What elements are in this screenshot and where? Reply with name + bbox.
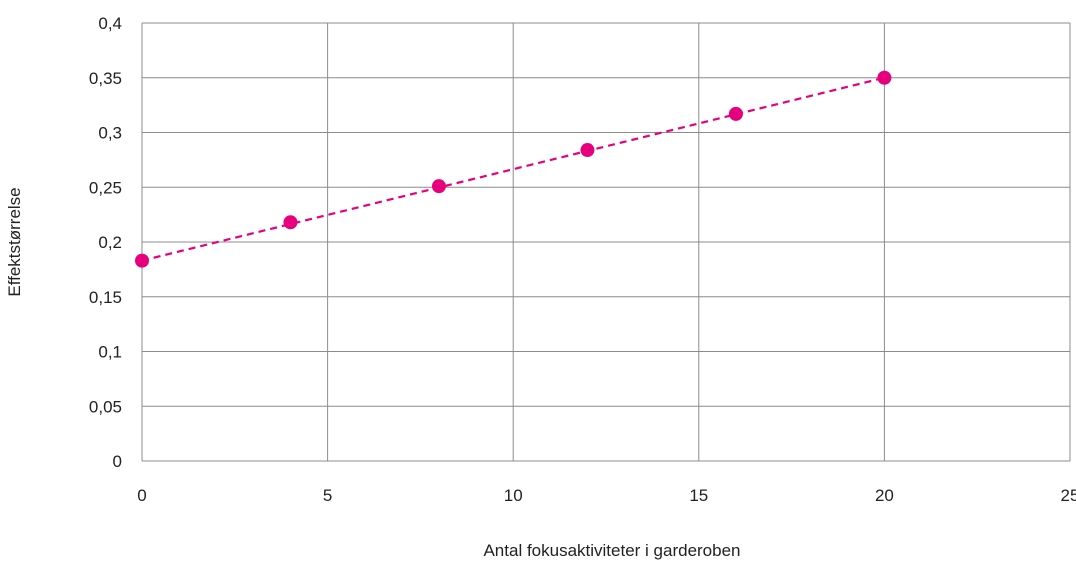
x-tick-label: 15 [689, 486, 708, 505]
data-point [877, 70, 892, 85]
x-tick-label: 0 [137, 486, 146, 505]
y-tick-label: 0,35 [89, 69, 122, 88]
gridlines [141, 22, 1071, 462]
trendline [141, 76, 885, 262]
y-tick-label: 0,25 [89, 178, 122, 197]
x-axis-label: Antal fokusaktiviteter i garderoben [483, 541, 740, 560]
data-points [135, 70, 892, 268]
x-tick-label: 25 [1061, 486, 1076, 505]
y-tick-label: 0,2 [98, 233, 122, 252]
data-point [580, 143, 595, 158]
data-point [283, 215, 298, 230]
data-point [135, 253, 149, 268]
y-tick-label: 0,05 [89, 397, 122, 416]
data-point [728, 106, 743, 121]
x-tick-label: 10 [504, 486, 523, 505]
y-tick-labels: 0 0,05 0,1 0,15 0,2 0,25 0,3 0,35 0,4 [89, 14, 122, 471]
x-tick-label: 5 [323, 486, 332, 505]
x-tick-labels: 0 5 10 15 20 25 [137, 486, 1076, 505]
y-tick-label: 0 [113, 452, 122, 471]
y-tick-label: 0,4 [98, 14, 122, 33]
data-point [431, 179, 446, 194]
y-tick-label: 0,15 [89, 288, 122, 307]
y-tick-label: 0,3 [98, 124, 122, 143]
y-tick-label: 0,1 [98, 343, 122, 362]
y-axis-label: Effektstørrelse [5, 187, 24, 296]
x-tick-label: 20 [875, 486, 894, 505]
